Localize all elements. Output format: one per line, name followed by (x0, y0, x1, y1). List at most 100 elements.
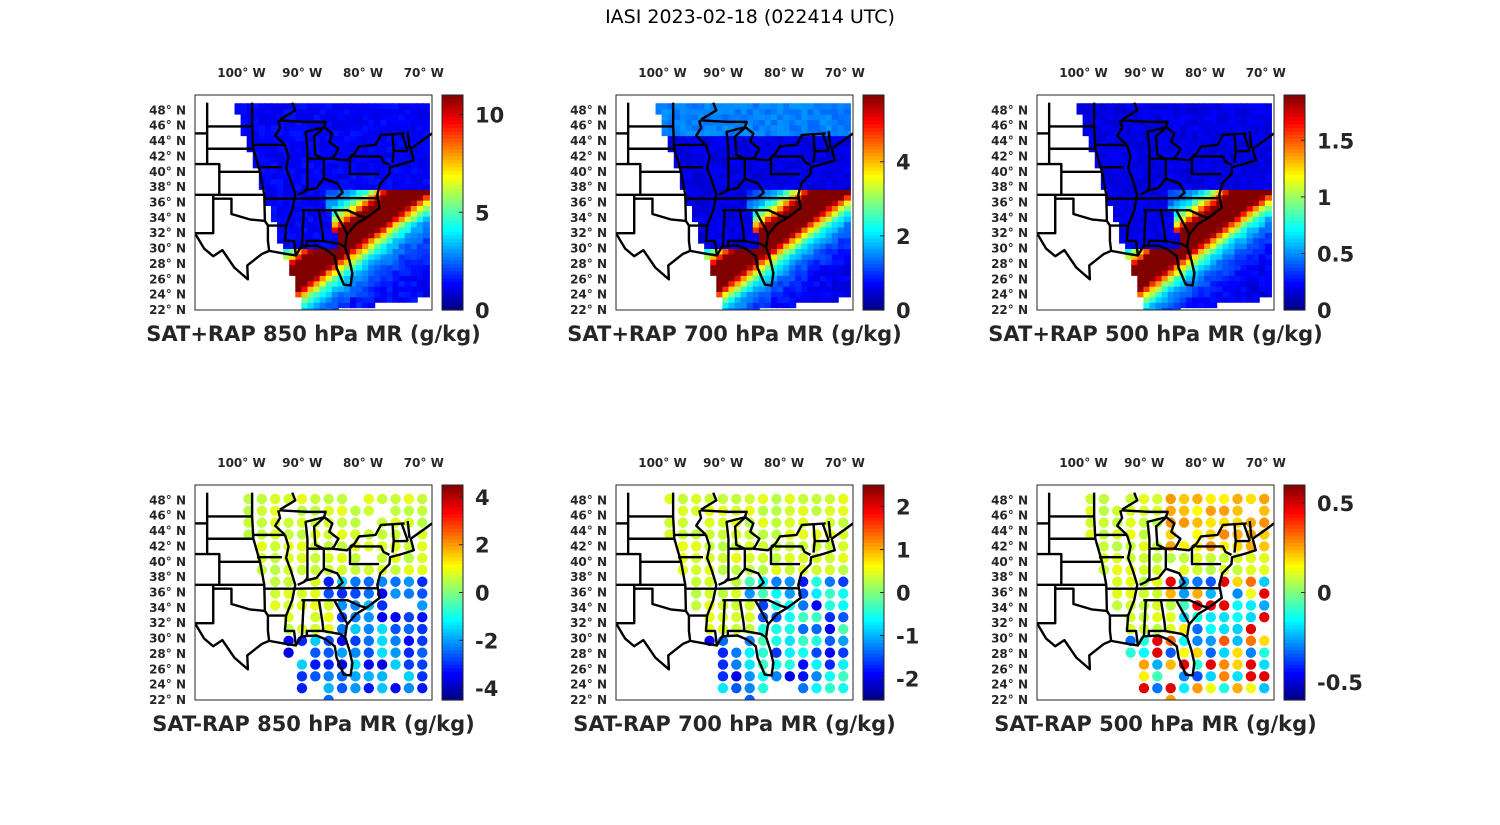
data-cell (740, 114, 748, 120)
data-cell (386, 162, 394, 169)
data-cell (698, 210, 706, 217)
data-cell (1228, 108, 1236, 115)
colorbar-segment (1284, 166, 1305, 171)
colorbar-segment (1284, 682, 1305, 687)
colorbar-segment (442, 696, 463, 701)
data-cell (1240, 146, 1248, 153)
data-cell (752, 286, 760, 292)
state-border (1092, 492, 1113, 642)
data-cell (1131, 259, 1139, 266)
colorbar-segment (1284, 492, 1305, 497)
data-cell (831, 248, 839, 255)
data-cell (368, 140, 376, 147)
colorbar-segment (1284, 98, 1305, 103)
colorbar-segment (1284, 667, 1305, 672)
data-cell (1246, 280, 1254, 287)
data-cell (1173, 119, 1181, 126)
colorbar-segment (1284, 581, 1305, 586)
data-cell (824, 659, 836, 670)
data-cell (1246, 221, 1254, 228)
data-cell (1143, 232, 1151, 239)
state-border (1164, 629, 1188, 639)
x-tick-label: 90° W (703, 456, 743, 470)
y-tick-label: 34° N (149, 601, 186, 615)
data-cell (310, 600, 321, 611)
map-panel-6: 100° W 90° W 80° W 70° W48° N46° N44° N42° … (991, 456, 1363, 736)
colorbar-segment (863, 213, 884, 218)
data-cell (258, 162, 266, 169)
colorbar-segment (1284, 288, 1305, 293)
data-cell (325, 162, 333, 169)
data-cell (356, 302, 364, 309)
data-cell (1234, 140, 1242, 147)
data-cell (837, 124, 845, 131)
data-cell (422, 194, 430, 201)
data-cell (404, 210, 412, 217)
data-cell (1264, 248, 1272, 255)
colorbar-segment (442, 624, 463, 629)
data-cell (710, 157, 718, 163)
y-tick-label: 22° N (149, 303, 186, 317)
data-cell (764, 226, 772, 233)
data-cell (1106, 119, 1114, 126)
data-cell (1264, 173, 1272, 180)
data-cell (289, 210, 297, 217)
data-cell (295, 114, 303, 120)
data-cell (824, 623, 836, 635)
data-cell (813, 146, 821, 153)
colorbar-segment (1284, 553, 1305, 558)
colorbar-segment (863, 102, 884, 107)
data-cell (1167, 216, 1175, 223)
data-cell (1149, 216, 1157, 223)
data-cell (1149, 269, 1157, 276)
data-cell (704, 588, 715, 599)
data-cell (392, 103, 400, 110)
data-cell (1143, 183, 1151, 190)
data-cell (789, 253, 797, 260)
data-cell (801, 124, 809, 131)
data-cell (710, 119, 718, 126)
data-cell (410, 253, 418, 260)
data-cell (746, 307, 754, 310)
x-tick-label: 90° W (703, 66, 743, 80)
data-cell (1216, 221, 1224, 228)
data-cell (1149, 189, 1157, 196)
colorbar-segment (442, 524, 463, 529)
data-cell (1179, 140, 1187, 147)
data-cell (1234, 296, 1242, 303)
colorbar-segment (863, 95, 884, 100)
data-cell (824, 588, 836, 599)
state-border (1106, 196, 1220, 200)
data-cell (771, 517, 782, 528)
data-cell (757, 552, 769, 564)
data-cell (1155, 200, 1163, 206)
data-cell (740, 269, 748, 276)
data-cell (374, 275, 382, 282)
data-cell (777, 157, 785, 163)
data-cell (838, 659, 849, 670)
data-cell (368, 269, 376, 276)
data-cell (746, 167, 754, 174)
data-cell (1216, 286, 1224, 292)
data-cell (825, 216, 833, 223)
data-cell (1246, 253, 1254, 260)
data-cell (691, 541, 702, 552)
data-cell (289, 248, 297, 255)
data-cell (1198, 157, 1206, 163)
state-border (722, 598, 788, 610)
map-field (195, 102, 432, 310)
data-cell (795, 291, 803, 298)
data-cell (819, 286, 827, 292)
data-cell (1131, 253, 1139, 260)
data-cell (336, 682, 348, 694)
data-cell (1155, 248, 1163, 255)
data-cell (416, 183, 424, 190)
data-cell (692, 205, 699, 212)
y-tick-label: 38° N (149, 180, 186, 194)
data-cell (301, 114, 309, 120)
data-cell (1185, 226, 1193, 233)
data-cell (1259, 671, 1270, 682)
data-cell (752, 302, 760, 309)
data-cell (307, 280, 315, 287)
data-cell (337, 280, 345, 287)
